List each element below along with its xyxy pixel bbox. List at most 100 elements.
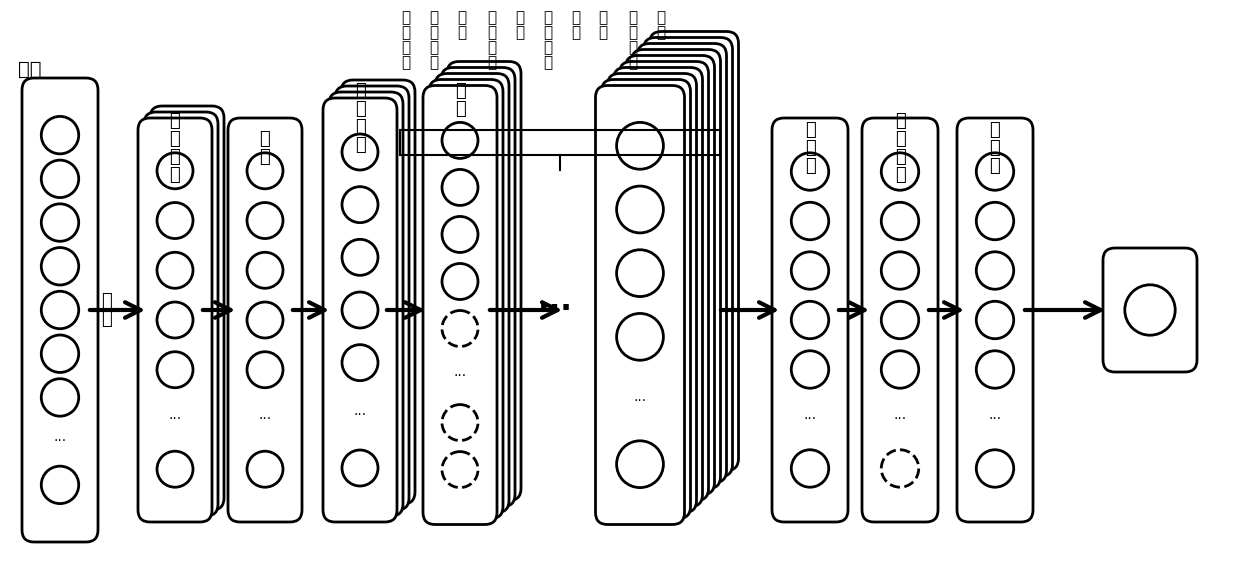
Text: 池
化: 池 化 [572,10,580,40]
FancyBboxPatch shape [228,118,303,522]
FancyBboxPatch shape [335,86,409,510]
Circle shape [791,351,828,388]
Circle shape [157,302,193,338]
Circle shape [441,264,477,300]
Circle shape [976,351,1014,388]
Circle shape [791,252,828,289]
Text: 卷
积: 卷 积 [102,292,113,328]
FancyBboxPatch shape [341,80,415,504]
Text: ···: ··· [53,434,67,448]
Text: ···: ··· [894,412,906,426]
Circle shape [791,153,828,191]
Circle shape [882,202,919,240]
Text: 池
化: 池 化 [458,10,466,40]
Circle shape [342,134,378,170]
Text: 卷
积: 卷 积 [516,10,525,40]
Text: 随
机
失
活: 随 机 失 活 [894,112,905,184]
Text: 随
机
失
活: 随 机 失 活 [355,82,366,154]
Circle shape [247,451,283,487]
Text: 全
连
接: 全 连 接 [805,121,816,175]
Circle shape [41,291,78,329]
Circle shape [247,202,283,238]
FancyBboxPatch shape [614,67,703,506]
Circle shape [791,301,828,339]
Circle shape [976,153,1014,191]
Circle shape [976,202,1014,240]
Text: 批
标
准
化: 批 标 准 化 [629,10,637,70]
Text: 随
机
失
活: 随 机 失 活 [543,10,553,70]
Circle shape [342,239,378,275]
Circle shape [41,204,78,241]
Text: ···: ··· [258,413,272,427]
Circle shape [157,202,193,238]
Circle shape [441,123,477,158]
Circle shape [616,123,663,169]
FancyBboxPatch shape [435,74,508,513]
Circle shape [247,153,283,189]
Text: 随
机
失
活: 随 机 失 活 [429,10,439,70]
Text: ···: ··· [169,413,181,427]
Circle shape [616,314,663,360]
FancyBboxPatch shape [446,61,521,501]
Circle shape [247,252,283,288]
Text: ···: ··· [804,412,817,426]
Circle shape [41,335,78,373]
Circle shape [342,450,378,486]
Circle shape [976,252,1014,289]
Circle shape [157,252,193,288]
Text: 池
化: 池 化 [656,10,666,40]
FancyBboxPatch shape [22,78,98,542]
FancyBboxPatch shape [138,118,212,522]
FancyBboxPatch shape [608,74,697,513]
FancyBboxPatch shape [644,38,733,477]
Text: 卷
积: 卷 积 [599,10,608,40]
Circle shape [616,441,663,488]
FancyBboxPatch shape [631,49,720,488]
FancyBboxPatch shape [601,79,691,519]
FancyBboxPatch shape [595,85,684,524]
FancyBboxPatch shape [150,106,224,510]
Text: ···: ··· [988,412,1002,426]
Circle shape [247,302,283,338]
Circle shape [247,352,283,388]
Circle shape [342,345,378,380]
Text: ···: ··· [353,409,367,422]
Circle shape [441,216,477,252]
Circle shape [882,301,919,339]
Text: ···: ··· [634,393,646,407]
Text: 全
连
接: 全 连 接 [990,121,1001,175]
Circle shape [1125,285,1176,335]
FancyBboxPatch shape [322,98,397,522]
FancyBboxPatch shape [862,118,937,522]
Text: 批
标
准
化: 批 标 准 化 [170,112,180,184]
FancyBboxPatch shape [429,79,503,519]
Circle shape [157,451,193,487]
Text: 输出: 输出 [1109,262,1130,280]
Circle shape [41,247,78,285]
Circle shape [41,466,78,504]
Circle shape [882,351,919,388]
Text: 批
标
准
化: 批 标 准 化 [487,10,496,70]
Circle shape [342,187,378,223]
FancyBboxPatch shape [637,43,727,483]
Circle shape [791,202,828,240]
Circle shape [342,292,378,328]
Circle shape [791,450,828,487]
Circle shape [976,450,1014,487]
Circle shape [41,116,78,154]
Text: ···: ··· [538,296,573,324]
Circle shape [157,153,193,189]
Text: 批
标
准
化: 批 标 准 化 [402,10,410,70]
Text: 卷
积: 卷 积 [455,82,465,118]
Circle shape [441,169,477,206]
Text: ···: ··· [454,369,466,383]
FancyBboxPatch shape [329,92,403,516]
FancyBboxPatch shape [620,61,708,501]
FancyBboxPatch shape [441,67,515,506]
Circle shape [41,160,78,198]
FancyBboxPatch shape [957,118,1033,522]
Circle shape [976,301,1014,339]
Circle shape [157,352,193,388]
FancyBboxPatch shape [650,31,739,470]
Circle shape [882,153,919,191]
